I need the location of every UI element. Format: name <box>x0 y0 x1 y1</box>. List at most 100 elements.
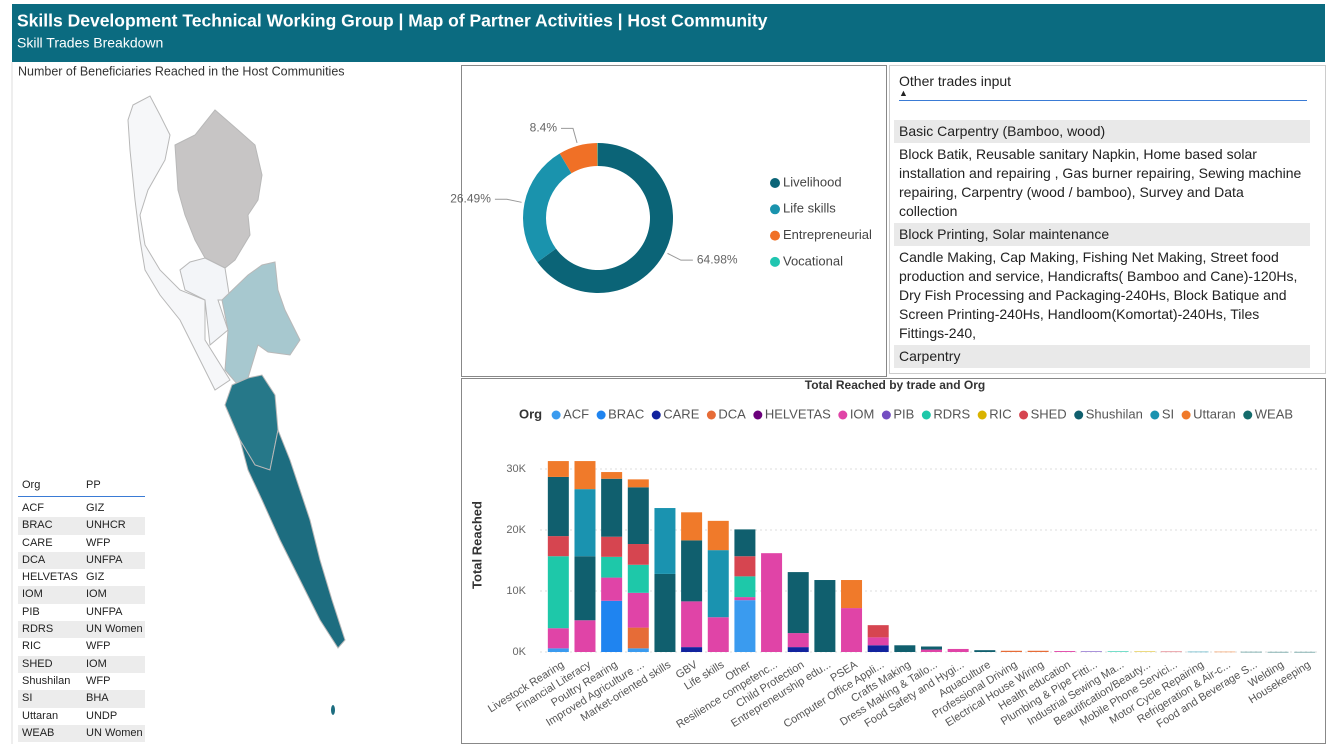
donut-slice <box>523 153 572 263</box>
bar-segment <box>734 529 756 557</box>
bar-segment <box>707 617 729 652</box>
table-row: IOM IOM <box>18 586 145 604</box>
bar-segment <box>1134 651 1156 653</box>
table-row: SI BHA <box>18 690 145 708</box>
legend-marker <box>881 410 891 420</box>
table-cell: SI <box>22 692 33 705</box>
bar-segment <box>627 564 649 593</box>
legend-label: RIC <box>989 406 1011 421</box>
bar-segment <box>1107 651 1129 652</box>
bar-segment <box>841 608 863 652</box>
bar-segment <box>547 461 569 477</box>
legend-marker <box>921 410 931 420</box>
bar-segment <box>574 461 596 490</box>
table-cell: IOM <box>86 657 107 670</box>
legend-label: DCA <box>718 406 746 421</box>
legend-label: SI <box>1162 406 1174 421</box>
table-row: BRAC UNHCR <box>18 517 145 535</box>
table-cell: Uttaran <box>22 709 59 722</box>
legend-marker <box>770 256 780 267</box>
list-items: Basic Carpentry (Bamboo, wood) Block Bati… <box>894 120 1310 372</box>
legend-marker <box>706 410 716 420</box>
table-cell: IOM <box>86 588 107 601</box>
header-subtitle: Skill Trades Breakdown <box>17 35 163 51</box>
bar-segment <box>787 633 809 648</box>
table-cell: UN Women <box>86 726 143 739</box>
leader-line <box>494 198 522 203</box>
bar-segment <box>547 536 569 557</box>
map-island <box>331 705 335 715</box>
donut-panel <box>461 65 887 377</box>
table-row: SHED IOM <box>18 655 145 673</box>
y-tick-label: 10K <box>506 585 526 597</box>
legend-label: PIB <box>893 406 914 421</box>
column-header: Org <box>22 479 41 491</box>
bar-segment <box>627 487 649 545</box>
table-cell: HELVETAS <box>22 571 78 584</box>
legend-marker <box>770 178 780 188</box>
bar-segment <box>627 592 649 628</box>
legend-label: CARE <box>663 406 699 421</box>
table-cell: RIC <box>22 640 41 653</box>
donut-slice <box>597 143 598 167</box>
list-header[interactable]: Other trades input ▲ <box>899 73 1307 101</box>
list-panel <box>889 65 1326 374</box>
list-item: Carpentry <box>894 345 1310 368</box>
table-row: Shushilan WFP <box>18 673 145 690</box>
bar-segment <box>734 597 756 601</box>
table-cell: BRAC <box>22 519 53 532</box>
bar-segment <box>787 647 809 652</box>
legend-label: Livelihood <box>783 174 842 189</box>
legend-label: ACF <box>563 406 589 421</box>
legend-marker <box>977 410 987 420</box>
bar-segment <box>627 648 649 652</box>
list-item: Basic Carpentry (Bamboo, wood) <box>894 120 1310 143</box>
legend-marker <box>1150 410 1160 420</box>
legend-label: Shushilan <box>1086 406 1143 421</box>
list-header-text: Other trades input <box>899 73 1012 89</box>
legend-label: Vocational <box>783 253 843 268</box>
table-cell: GIZ <box>86 571 105 584</box>
legend-marker <box>596 410 606 420</box>
bar-segment <box>627 479 649 488</box>
legend-label: HELVETAS <box>765 406 831 421</box>
table-cell: WFP <box>86 674 111 687</box>
table-cell: BHA <box>86 692 109 705</box>
legend-marker <box>838 410 848 420</box>
bar-segment <box>867 645 889 652</box>
legend-label: Entrepreneurial <box>783 227 872 242</box>
table-cell: SHED <box>22 657 53 670</box>
sort-icon[interactable]: ▲ <box>899 88 908 98</box>
bar-segment <box>547 476 569 537</box>
legend-label: Uttaran <box>1193 406 1236 421</box>
bar-segment <box>601 478 623 537</box>
bar-segment <box>574 620 596 652</box>
bar-segment <box>574 489 596 557</box>
donut-slice <box>537 143 673 293</box>
table-row: RIC WFP <box>18 638 145 655</box>
legend-label: RDRS <box>933 406 970 421</box>
bar-segment <box>627 544 649 565</box>
table-row: DCA UNFPA <box>18 551 145 570</box>
y-tick-label: 30K <box>506 463 526 475</box>
list-item: Block Printing, Solar maintenance <box>894 223 1310 246</box>
table-cell: WEAB <box>22 726 55 739</box>
table-row: PIB UNFPA <box>18 604 145 621</box>
map-region <box>174 109 263 269</box>
donut-label: 64.98% <box>697 252 738 266</box>
donut-label: 26.49% <box>450 191 491 205</box>
bar-segment <box>761 553 783 652</box>
table-cell: UNFPA <box>86 553 123 566</box>
bar-segment <box>1080 651 1102 652</box>
table-cell: GIZ <box>86 502 105 514</box>
table-cell: CARE <box>22 536 53 549</box>
y-axis-title: Total Reached <box>469 501 484 589</box>
table-cell: IOM <box>22 588 43 601</box>
legend-marker <box>1074 410 1084 420</box>
legend-marker <box>770 204 780 215</box>
trades-list[interactable]: Other trades input ▲ Basic Carpentry (Bam… <box>891 66 1311 372</box>
bar-segment <box>867 637 889 646</box>
table-row: WEAB UN Women <box>18 724 145 743</box>
